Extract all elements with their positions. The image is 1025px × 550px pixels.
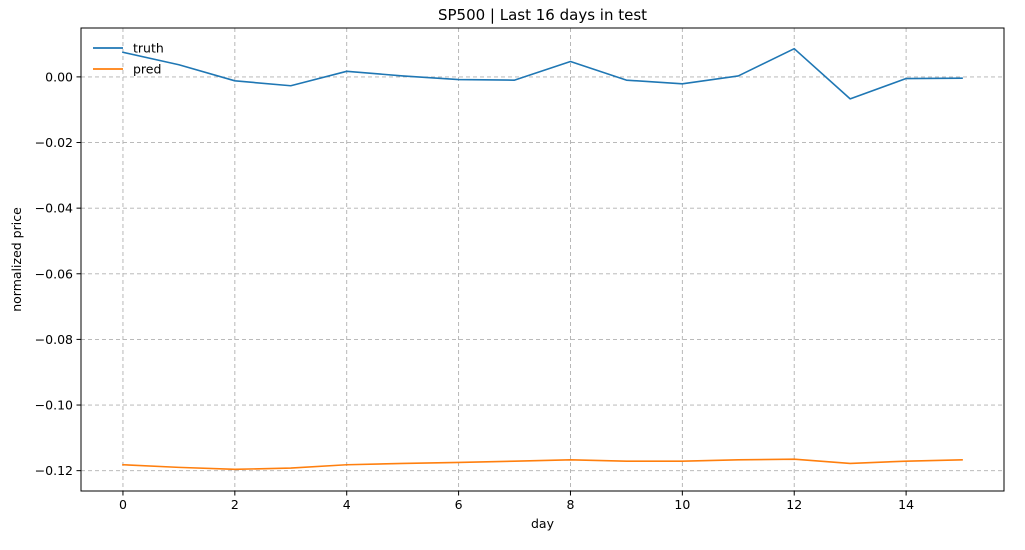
y-tick-label: 0.00 bbox=[45, 69, 73, 84]
x-tick-label: 10 bbox=[674, 497, 690, 512]
legend: truth pred bbox=[93, 41, 164, 77]
grid bbox=[81, 28, 1004, 491]
y-tick-label: −0.12 bbox=[35, 463, 73, 478]
y-tick-label: −0.08 bbox=[35, 332, 73, 347]
y-axis-ticks: 0.00 −0.02 −0.04 −0.06 −0.08 −0.10 −0.12 bbox=[35, 69, 81, 478]
y-tick-label: −0.06 bbox=[35, 266, 73, 281]
x-tick-label: 6 bbox=[455, 497, 463, 512]
x-tick-label: 8 bbox=[566, 497, 574, 512]
y-tick-label: −0.04 bbox=[35, 201, 73, 216]
y-tick-label: −0.10 bbox=[35, 398, 73, 413]
x-axis-ticks: 0 2 4 6 8 10 12 14 bbox=[119, 491, 914, 512]
plot-frame bbox=[80, 27, 1005, 492]
x-axis-label: day bbox=[531, 516, 555, 531]
x-tick-label: 0 bbox=[119, 497, 127, 512]
series-lines bbox=[121, 47, 963, 471]
legend-label-truth: truth bbox=[133, 41, 164, 56]
x-tick-label: 2 bbox=[231, 497, 239, 512]
x-tick-label: 12 bbox=[786, 497, 802, 512]
x-tick-label: 4 bbox=[343, 497, 351, 512]
y-tick-label: −0.02 bbox=[35, 135, 73, 150]
y-axis-label: normalized price bbox=[9, 207, 24, 312]
chart-title: SP500 | Last 16 days in test bbox=[438, 6, 647, 24]
x-tick-label: 14 bbox=[898, 497, 914, 512]
series-line-pred bbox=[122, 458, 963, 471]
legend-label-pred: pred bbox=[133, 62, 161, 77]
series-line-truth bbox=[121, 47, 963, 100]
